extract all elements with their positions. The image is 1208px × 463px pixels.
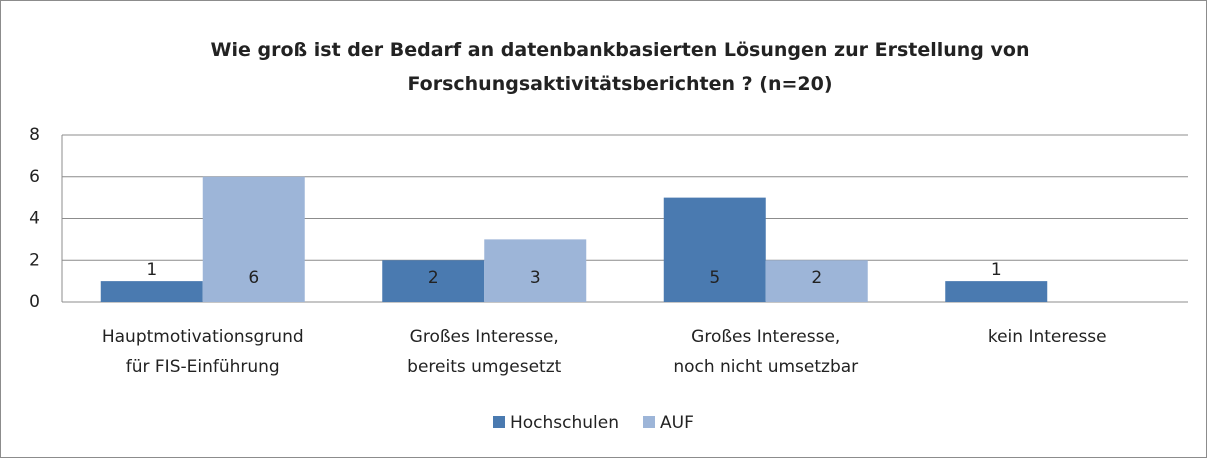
y-tick-label: 6: [29, 167, 40, 187]
data-label: 1: [146, 260, 157, 280]
data-label: 1: [991, 260, 1002, 280]
legend-swatch: [643, 416, 655, 428]
data-label: 3: [530, 268, 541, 288]
data-label: 2: [428, 268, 439, 288]
data-label: 5: [709, 268, 720, 288]
bar: [765, 260, 868, 302]
legend-label: Hochschulen: [510, 413, 619, 433]
y-tick-label: 4: [29, 209, 40, 229]
bar: [945, 281, 1048, 302]
legend-label: AUF: [660, 413, 694, 433]
x-tick-label: kein Interesse: [988, 327, 1107, 347]
x-tick-label: Hauptmotivationsgrund für FIS-Einführung: [102, 327, 304, 377]
y-tick-label: 2: [29, 250, 40, 270]
chart-title: Wie groß ist der Bedarf an datenbankbasi…: [211, 39, 1030, 95]
legend-swatch: [493, 416, 505, 428]
data-label: 6: [248, 268, 259, 288]
bar: [484, 239, 587, 302]
bar: [100, 281, 203, 302]
y-tick-label: 8: [29, 125, 40, 145]
y-tick-label: 0: [29, 292, 40, 312]
x-tick-label: Großes Interesse, bereits umgesetzt: [407, 327, 561, 377]
bar: [663, 197, 766, 302]
bar: [382, 260, 485, 302]
data-label: 2: [811, 268, 822, 288]
bar: [202, 176, 305, 302]
x-tick-label: Großes Interesse, noch nicht umsetzbar: [673, 327, 858, 377]
